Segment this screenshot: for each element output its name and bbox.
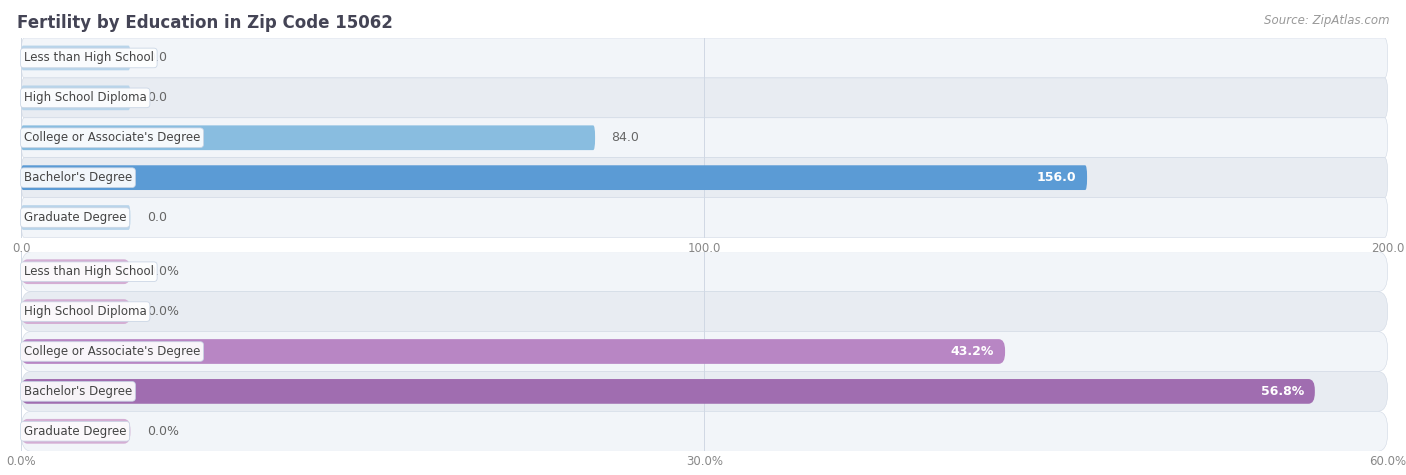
Text: 0.0%: 0.0% xyxy=(146,265,179,278)
FancyBboxPatch shape xyxy=(21,332,1388,371)
Text: Source: ZipAtlas.com: Source: ZipAtlas.com xyxy=(1264,14,1389,27)
Text: High School Diploma: High School Diploma xyxy=(24,91,146,104)
FancyBboxPatch shape xyxy=(21,78,1388,118)
Text: 156.0: 156.0 xyxy=(1036,171,1076,184)
FancyBboxPatch shape xyxy=(21,292,1388,332)
FancyBboxPatch shape xyxy=(21,205,131,230)
Text: Less than High School: Less than High School xyxy=(24,265,153,278)
Text: 0.0: 0.0 xyxy=(146,91,167,104)
FancyBboxPatch shape xyxy=(21,371,1388,411)
Text: Fertility by Education in Zip Code 15062: Fertility by Education in Zip Code 15062 xyxy=(17,14,392,32)
Text: Graduate Degree: Graduate Degree xyxy=(24,211,127,224)
Text: Bachelor's Degree: Bachelor's Degree xyxy=(24,385,132,398)
FancyBboxPatch shape xyxy=(21,259,131,284)
Text: 0.0%: 0.0% xyxy=(146,425,179,438)
FancyBboxPatch shape xyxy=(21,46,131,70)
FancyBboxPatch shape xyxy=(21,419,131,444)
FancyBboxPatch shape xyxy=(21,252,1388,292)
FancyBboxPatch shape xyxy=(21,299,131,324)
FancyBboxPatch shape xyxy=(21,411,1388,451)
Text: Graduate Degree: Graduate Degree xyxy=(24,425,127,438)
FancyBboxPatch shape xyxy=(21,379,1315,404)
FancyBboxPatch shape xyxy=(21,38,1388,78)
Text: Bachelor's Degree: Bachelor's Degree xyxy=(24,171,132,184)
FancyBboxPatch shape xyxy=(21,165,1087,190)
FancyBboxPatch shape xyxy=(21,118,1388,158)
Text: 56.8%: 56.8% xyxy=(1261,385,1303,398)
Text: College or Associate's Degree: College or Associate's Degree xyxy=(24,131,200,144)
FancyBboxPatch shape xyxy=(21,158,1388,198)
Text: 43.2%: 43.2% xyxy=(950,345,994,358)
Text: 0.0%: 0.0% xyxy=(146,305,179,318)
Text: Less than High School: Less than High School xyxy=(24,51,153,65)
Text: College or Associate's Degree: College or Associate's Degree xyxy=(24,345,200,358)
FancyBboxPatch shape xyxy=(21,339,1005,364)
Text: 0.0: 0.0 xyxy=(146,51,167,65)
Text: High School Diploma: High School Diploma xyxy=(24,305,146,318)
Text: 0.0: 0.0 xyxy=(146,211,167,224)
FancyBboxPatch shape xyxy=(21,86,131,110)
FancyBboxPatch shape xyxy=(21,125,595,150)
Text: 84.0: 84.0 xyxy=(612,131,640,144)
FancyBboxPatch shape xyxy=(21,198,1388,238)
